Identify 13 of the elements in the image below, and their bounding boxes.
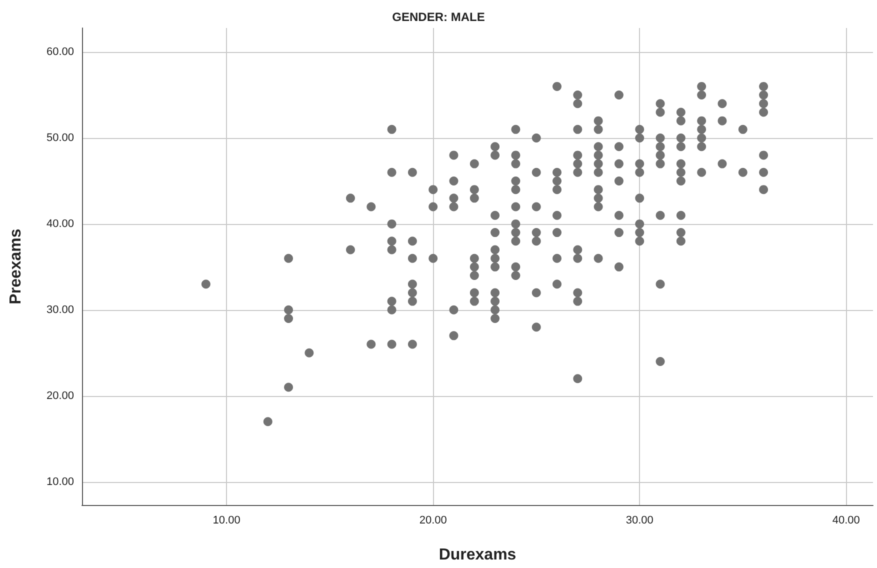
x-tick-label: 10.00 — [212, 514, 240, 526]
y-tick-label: 10.00 — [46, 476, 74, 488]
y-tick-label: 50.00 — [46, 132, 74, 144]
x-axis-title: Durexams — [438, 546, 516, 564]
x-tick-label: 40.00 — [832, 514, 860, 526]
x-tick-label: 30.00 — [626, 514, 654, 526]
y-tick-label: 60.00 — [46, 46, 74, 58]
chart-title: GENDER: MALE — [392, 10, 485, 24]
y-axis-title: Preexams — [8, 228, 24, 304]
x-tick-label: 20.00 — [419, 514, 447, 526]
y-tick-label: 30.00 — [46, 304, 74, 316]
y-tick-label: 40.00 — [46, 218, 74, 230]
y-tick-label: 20.00 — [46, 390, 74, 402]
